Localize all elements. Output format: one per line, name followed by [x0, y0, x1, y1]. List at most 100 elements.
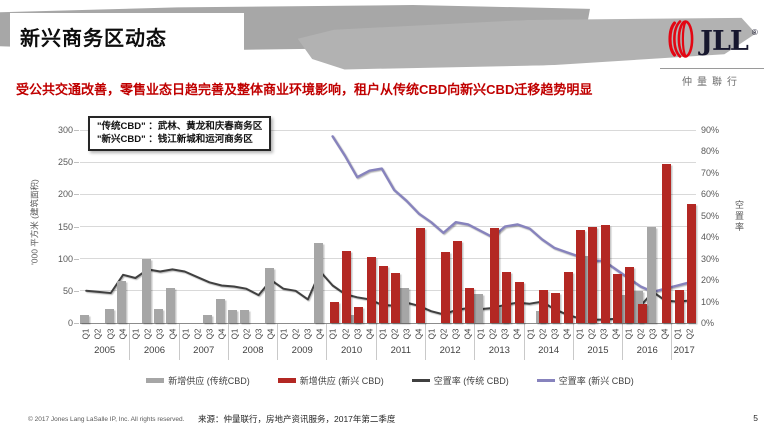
bar-supply-emerging-cbd	[378, 266, 388, 323]
slide-subtitle: 受公共交通改善，零售业态日趋完善及整体商业环境影响，租户从传统CBD向新兴CBD…	[16, 82, 593, 97]
quarter-tick-label: Q4	[562, 328, 572, 339]
right-axis-title: 空置率	[734, 200, 744, 233]
bar-supply-emerging-cbd	[415, 227, 425, 323]
quarter-tick-label: Q2	[193, 328, 203, 339]
bar-supply-emerging-cbd	[391, 272, 401, 323]
legend-item: 空置率 (新兴 CBD)	[536, 374, 634, 387]
quarter-tick-label: Q2	[538, 328, 548, 339]
quarter-tick-label: Q2	[587, 328, 597, 339]
bar-supply-emerging-cbd	[342, 250, 351, 323]
quarter-tick-label: Q3	[599, 328, 609, 339]
bar-supply-emerging-cbd	[600, 224, 610, 323]
quarter-tick-label: Q3	[254, 328, 264, 339]
jll-wordmark: JLL	[700, 26, 749, 57]
bar-supply-emerging-cbd	[563, 271, 573, 323]
gridline	[80, 226, 696, 227]
quarter-tick-label: Q4	[512, 328, 522, 339]
title-box: 新兴商务区动态	[10, 13, 244, 58]
bar-supply-emerging-cbd	[576, 230, 586, 323]
jll-logo: JLL ® 仲量聯行	[656, 20, 768, 88]
quarter-tick-label: Q1	[427, 328, 437, 339]
bar-supply-emerging-cbd	[662, 163, 672, 323]
bar-supply-traditional-cbd	[314, 243, 323, 323]
right-axis-tick: 10%	[701, 296, 720, 307]
right-axis-tick: 20%	[701, 275, 720, 286]
bar-supply-emerging-cbd	[637, 303, 647, 323]
bar-supply-emerging-cbd	[625, 267, 635, 323]
gridline	[80, 161, 696, 163]
gridline	[80, 258, 696, 260]
bar-supply-emerging-cbd	[613, 273, 622, 323]
quarter-tick-label: Q4	[365, 328, 375, 339]
bar-supply-emerging-cbd	[674, 289, 684, 323]
quarter-tick-label: Q2	[242, 328, 252, 339]
quarter-tick-label: Q2	[341, 328, 350, 339]
quarter-tick-label: Q4	[463, 328, 473, 339]
left-axis-tick: 200	[57, 189, 73, 200]
bar-supply-traditional-cbd	[80, 315, 89, 323]
chart-plot-area	[80, 129, 696, 324]
year-tick-label: 2008	[242, 345, 264, 356]
bar-supply-emerging-cbd	[452, 241, 462, 323]
left-axis-tick: 0	[67, 318, 73, 328]
quarter-tick-label: Q2	[143, 328, 153, 339]
legend-swatch-line	[536, 379, 555, 382]
quarter-tick-label: Q2	[439, 328, 449, 339]
quarter-tick-label: Q3	[303, 328, 313, 339]
bar-supply-traditional-cbd	[104, 308, 114, 323]
year-group-2006: Q1 Q2 Q3 Q4 2006	[129, 324, 178, 360]
quarter-tick-label: Q4	[217, 328, 227, 339]
bar-supply-emerging-cbd	[329, 301, 339, 323]
quarter-tick-label: Q1	[476, 328, 486, 339]
quarter-tick-label: Q2	[636, 328, 646, 339]
legend-item: 空置率 (传统 CBD)	[411, 374, 509, 387]
quarter-tick-label: Q2	[291, 328, 301, 339]
quarter-tick-label: Q1	[131, 328, 141, 339]
left-axis-tick: 150	[57, 221, 73, 232]
year-tick-label: 2017	[673, 345, 695, 356]
quarter-tick-label: Q1	[378, 328, 388, 339]
quarter-tick-label: Q3	[353, 328, 363, 339]
bar-supply-emerging-cbd	[440, 252, 450, 323]
quarter-tick-label: Q1	[181, 328, 191, 339]
year-group-2014: Q1 Q2 Q3 Q4 2014	[523, 324, 573, 360]
year-group-2015: Q1 Q2 Q3 Q4 2015	[572, 324, 622, 360]
year-tick-label: 2005	[94, 345, 116, 356]
bar-supply-emerging-cbd	[539, 289, 549, 323]
bar-supply-emerging-cbd	[502, 271, 512, 323]
bar-supply-traditional-cbd	[264, 268, 274, 323]
right-axis-tick: 0%	[701, 318, 715, 328]
left-axis-tick: 250	[57, 157, 73, 168]
year-tick-label: 2010	[340, 345, 363, 356]
year-group-2017: Q1 Q2 2017	[671, 324, 696, 360]
legend-item: 新增供应 (新兴 CBD)	[277, 374, 384, 387]
jll-globe-icon	[666, 20, 696, 63]
bar-supply-traditional-cbd	[116, 281, 126, 323]
bar-supply-traditional-cbd	[203, 314, 213, 323]
quarter-tick-label: Q1	[575, 328, 585, 339]
cbd-definition-callout: "传统CBD" ：武林、黄龙和庆春商务区 "新兴CBD" ：钱江新城和运河商务区	[88, 116, 272, 151]
quarter-tick-label: Q3	[205, 328, 215, 339]
quarter-tick-label: Q4	[660, 328, 670, 339]
bar-supply-emerging-cbd	[366, 256, 376, 323]
source-text: 来源：仲量联行，房地产资讯服务，2017年第二季度	[198, 414, 396, 424]
year-group-2008: Q1 Q2 Q3 Q4 2008	[227, 324, 277, 360]
left-axis-tick-mark	[74, 162, 79, 164]
quarter-tick-label: Q1	[230, 328, 240, 339]
bar-supply-traditional-cbd	[646, 226, 656, 323]
bar-supply-emerging-cbd	[588, 226, 598, 323]
year-group-2012: Q1 Q2 Q3 Q4 2012	[425, 324, 474, 360]
left-axis-tick-mark	[74, 258, 79, 260]
quarter-tick-label: Q3	[500, 328, 510, 339]
left-axis-tick-mark	[74, 130, 79, 131]
callout-line-emerging: "新兴CBD" ：钱江新城和运河商务区	[97, 134, 253, 146]
quarter-tick-label: Q2	[685, 328, 695, 339]
bar-supply-traditional-cbd	[474, 294, 484, 323]
quarter-tick-label: Q4	[168, 328, 178, 339]
year-tick-label: 2015	[587, 345, 609, 356]
jll-chinese-name: 仲量聯行	[682, 77, 742, 88]
year-group-2007: Q1 Q2 Q3 Q4 2007	[178, 324, 228, 360]
quarter-tick-label: Q2	[488, 328, 498, 339]
legend-swatch-bar	[277, 378, 296, 383]
